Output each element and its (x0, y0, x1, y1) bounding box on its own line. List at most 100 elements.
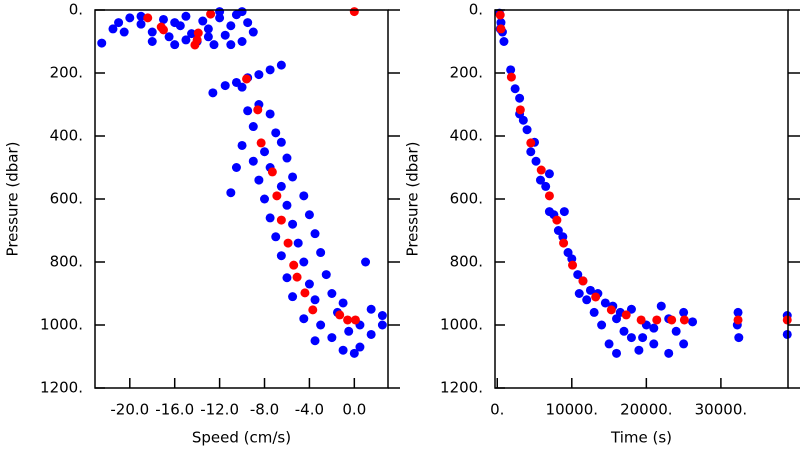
point (574, 289, 584, 298)
point (272, 191, 282, 201)
point (573, 270, 583, 280)
point (276, 60, 286, 70)
point (671, 326, 681, 336)
point (526, 147, 536, 157)
y-tick-label: 0. (69, 1, 83, 19)
point (600, 298, 610, 308)
point (193, 28, 203, 38)
point (237, 37, 247, 46)
point (114, 18, 124, 28)
point (626, 333, 636, 343)
point (634, 345, 644, 355)
point (136, 11, 146, 21)
point (282, 200, 292, 210)
point (254, 70, 264, 80)
point (125, 13, 135, 23)
point (350, 315, 360, 325)
y-tick-label: 200. (450, 64, 483, 82)
y-tick-label: 600. (450, 190, 483, 208)
point (688, 317, 698, 327)
point (321, 270, 331, 280)
point (170, 40, 180, 50)
point (282, 153, 292, 163)
point (276, 137, 286, 147)
point (310, 295, 320, 305)
point (181, 35, 191, 45)
point (265, 109, 275, 119)
point (293, 238, 303, 248)
point (198, 16, 208, 26)
y-tick-label: 800. (50, 253, 83, 271)
point (366, 329, 376, 339)
x-tick-label: 0. (490, 401, 504, 419)
point (215, 7, 225, 17)
point (299, 257, 309, 267)
point (242, 74, 252, 84)
point (170, 18, 180, 28)
point (591, 292, 601, 302)
point (243, 18, 253, 28)
point (237, 82, 247, 92)
point (226, 40, 236, 50)
point (181, 11, 191, 21)
point (253, 105, 263, 115)
point (292, 272, 302, 282)
point (237, 7, 247, 17)
point (664, 348, 674, 358)
point (377, 320, 387, 330)
point (377, 311, 387, 321)
y-tick-label: 1000. (440, 316, 483, 334)
point (136, 19, 146, 29)
point (495, 10, 505, 20)
point (282, 273, 292, 283)
point (510, 84, 520, 94)
point (327, 333, 337, 343)
x-tick-label: -8.0 (250, 401, 279, 419)
point (203, 24, 213, 34)
point (215, 13, 225, 23)
point (260, 194, 270, 204)
point (288, 219, 298, 229)
point (526, 138, 536, 148)
point (327, 289, 337, 298)
x-tick-label: 0.0 (342, 401, 366, 419)
point (589, 307, 599, 317)
point (559, 207, 569, 217)
point (499, 37, 509, 46)
x-tick-label: 20000. (620, 401, 673, 419)
point (649, 323, 659, 333)
point (276, 215, 286, 225)
point (679, 315, 689, 325)
point (506, 72, 516, 82)
point (619, 326, 629, 336)
x-axis-label: Speed (cm/s) (192, 429, 291, 447)
y-tick-label: 400. (50, 127, 83, 145)
plot-frame (494, 9, 789, 389)
point (226, 21, 236, 31)
point (343, 315, 353, 325)
point (636, 315, 646, 325)
point (243, 106, 253, 116)
point (97, 38, 107, 48)
point (316, 320, 326, 330)
point (248, 27, 258, 37)
point (276, 181, 286, 191)
point (143, 13, 153, 23)
point (220, 30, 230, 40)
point (536, 165, 546, 175)
point (496, 24, 506, 34)
point (349, 7, 359, 17)
point (190, 40, 200, 50)
point (733, 307, 743, 317)
point (349, 348, 359, 358)
point (604, 339, 614, 349)
point (208, 88, 218, 98)
point (734, 333, 744, 343)
point (271, 232, 281, 242)
point (612, 348, 622, 358)
point (541, 181, 551, 191)
point (515, 105, 525, 115)
y-axis-label: Pressure (dbar) (404, 142, 422, 257)
point (626, 304, 636, 314)
